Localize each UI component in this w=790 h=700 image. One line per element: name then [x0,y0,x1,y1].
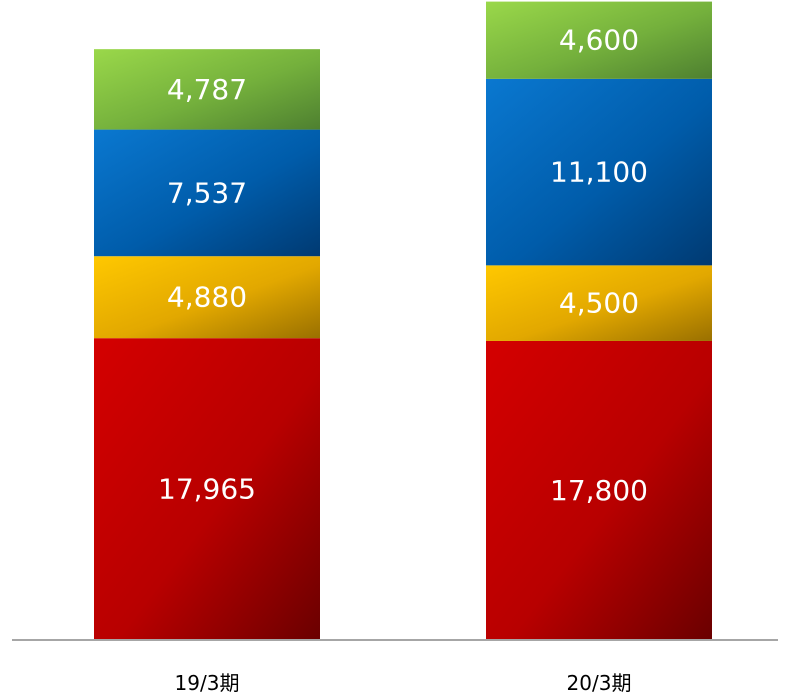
data-label-s1-c1: 4,500 [559,287,639,320]
bar-segment-s0-c1 [486,340,712,640]
data-label-s3-c0: 4,787 [167,73,247,106]
data-label-s2-c1: 11,100 [550,156,648,189]
data-label-s0-c0: 17,965 [158,473,256,506]
category-labels: 19/3期 20/3期 [175,671,632,695]
bar-segment-s1-c0 [94,256,320,339]
bar-segment-s2-c0 [94,129,320,257]
x-tick-label-1: 20/3期 [567,671,632,695]
bar-segment-s2-c1 [486,78,712,266]
bars-layer: 17,965 4,880 7,537 4,787 17,800 4,500 11,100 4,… [94,1,712,640]
x-tick-label-0: 19/3期 [175,671,240,695]
data-label-s2-c0: 7,537 [167,176,247,209]
bar-segment-s1-c1 [486,265,712,341]
data-label-s1-c0: 4,880 [167,281,247,314]
bar-segment-s3-c0 [94,49,320,130]
data-label-s0-c1: 17,800 [550,474,648,507]
data-label-s3-c1: 4,600 [559,24,639,57]
bar-segment-s0-c0 [94,338,320,640]
bar-segment-s3-c1 [486,1,712,79]
